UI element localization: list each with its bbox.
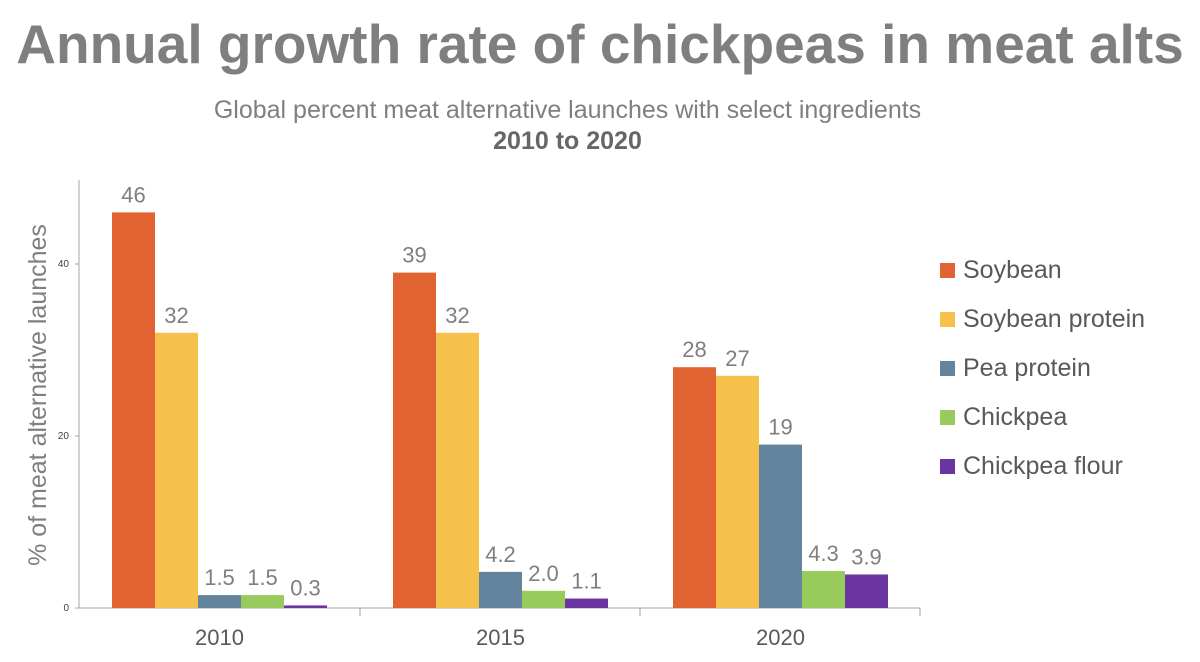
bar-pea-protein-2010: [198, 595, 241, 608]
data-label: 0.3: [290, 575, 321, 600]
data-label: 46: [121, 182, 145, 207]
data-label: 3.9: [851, 544, 882, 569]
y-axis-label: % of meat alternative launches: [24, 224, 52, 566]
data-label: 1.5: [247, 565, 278, 590]
legend-swatch: [940, 263, 955, 278]
bar-pea-protein-2020: [759, 444, 802, 608]
legend-item: Chickpea flour: [940, 442, 1145, 491]
x-tick-label: 2020: [756, 625, 805, 650]
chart-legend: Soybean Soybean protein Pea protein Chickpe…: [940, 246, 1145, 491]
bar-chickpea-flour-2010: [284, 605, 327, 608]
bar-soybean-2020: [673, 367, 716, 608]
legend-swatch: [940, 459, 955, 474]
data-label: 19: [768, 415, 792, 440]
chart-title: Annual growth rate of chickpeas in meat …: [16, 13, 1184, 75]
data-label: 4.2: [485, 542, 516, 567]
data-label: 2.0: [528, 561, 559, 586]
legend-swatch: [940, 361, 955, 376]
y-tick-label: 0: [63, 603, 69, 614]
legend-swatch: [940, 312, 955, 327]
data-label: 28: [682, 337, 706, 362]
data-label: 39: [402, 243, 426, 268]
x-tick-label: 2010: [195, 625, 244, 650]
legend-item: Soybean: [940, 246, 1145, 295]
legend-label: Soybean protein: [963, 305, 1146, 333]
legend-label: Pea protein: [963, 354, 1091, 382]
data-label: 32: [445, 303, 469, 328]
data-label: 4.3: [808, 541, 839, 566]
bar-soybean-2015: [393, 272, 436, 608]
data-label: 1.1: [571, 569, 602, 594]
legend-label: Soybean: [963, 256, 1062, 284]
legend-item: Chickpea: [940, 393, 1145, 442]
bar-soybean-protein-2010: [155, 332, 198, 608]
bar-pea-protein-2015: [479, 571, 522, 608]
bar-chickpea-flour-2020: [845, 574, 888, 608]
bar-chickpea-2020: [802, 571, 845, 608]
legend-swatch: [940, 410, 955, 425]
chart-subtitle-years: 2010 to 2020: [493, 127, 642, 155]
data-label: 32: [164, 303, 188, 328]
bar-soybean-2010: [112, 212, 155, 608]
bar-chickpea-flour-2015: [565, 598, 608, 608]
data-label: 27: [725, 346, 749, 371]
y-tick-label: 40: [58, 259, 70, 270]
bar-soybean-protein-2020: [716, 375, 759, 608]
y-tick-label: 20: [58, 431, 70, 442]
chart-subtitle: Global percent meat alternative launches…: [213, 96, 922, 124]
data-label: 1.5: [204, 565, 235, 590]
legend-item: Soybean protein: [940, 295, 1145, 344]
bar-chickpea-2015: [522, 590, 565, 608]
legend-label: Chickpea: [963, 403, 1068, 431]
bar-soybean-protein-2015: [436, 332, 479, 608]
x-tick-label: 2015: [476, 625, 525, 650]
bar-chickpea-2010: [241, 595, 284, 608]
legend-label: Chickpea flour: [963, 452, 1123, 480]
legend-item: Pea protein: [940, 344, 1145, 393]
